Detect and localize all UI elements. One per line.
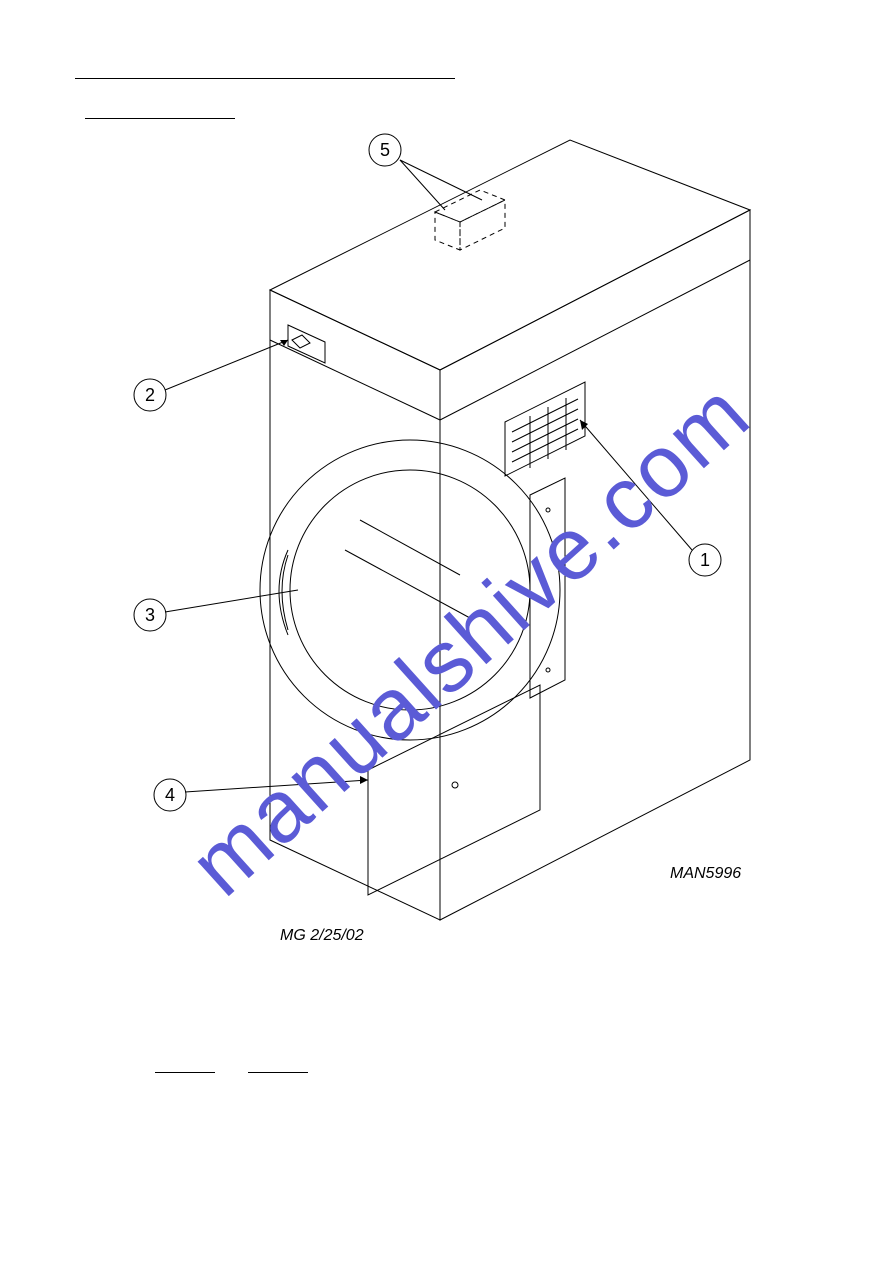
drawing-id-label: MAN5996: [670, 865, 741, 882]
front-panel-seam-right: [440, 260, 750, 420]
callout-5: 5: [369, 134, 401, 166]
svg-text:5: 5: [380, 140, 390, 160]
electrical-box-hidden: [435, 190, 505, 250]
callout-1: 1: [689, 544, 721, 576]
control-keypad: [505, 382, 585, 476]
svg-text:1: 1: [700, 550, 710, 570]
heading-rule-2: [85, 118, 235, 119]
cabinet-top-face: [270, 140, 750, 370]
heading-rule-1: [75, 78, 455, 79]
leader-5a: [400, 160, 445, 210]
callout-2: 2: [134, 379, 166, 411]
revision-label: MG 2/25/02: [280, 927, 364, 944]
callout-4: 4: [154, 779, 186, 811]
front-panel-seam-left: [270, 340, 440, 420]
caption-rule-2: [248, 1072, 308, 1073]
leader-3: [165, 590, 298, 612]
callout-3: 3: [134, 599, 166, 631]
lint-door: [368, 685, 540, 895]
arrow-4: [360, 776, 368, 784]
svg-text:4: 4: [165, 785, 175, 805]
leader-4: [185, 780, 368, 792]
caption-rule-1: [155, 1072, 215, 1073]
svg-text:3: 3: [145, 605, 155, 625]
leader-1: [580, 420, 692, 550]
page: 5 2 3 4 1 MAN5996 MG 2/25/02: [0, 0, 893, 1263]
leader-5b: [400, 160, 482, 200]
svg-text:2: 2: [145, 385, 155, 405]
dryer-diagram: 5 2 3 4 1 MAN5996 MG 2/25/02: [110, 120, 810, 950]
cabinet-left-face: [270, 290, 440, 920]
